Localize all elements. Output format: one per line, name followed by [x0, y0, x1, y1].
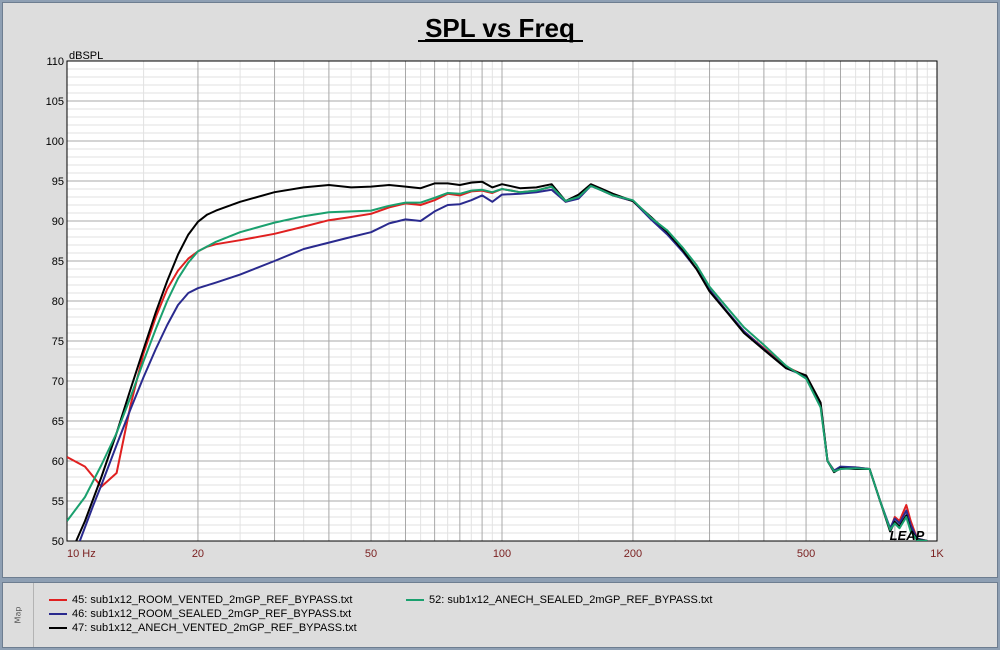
y-tick-label: 95 [52, 176, 64, 188]
legend-swatch [49, 626, 67, 629]
x-tick-label: 100 [493, 548, 511, 560]
y-tick-label: 90 [52, 216, 64, 228]
y-tick-label: 110 [46, 56, 64, 68]
x-tick-label: 10 Hz [67, 548, 96, 560]
x-tick-label: 20 [192, 548, 204, 560]
legend-label: 47: sub1x12_ANECH_VENTED_2mGP_REF_BYPASS… [72, 621, 357, 634]
legend-item[interactable]: 47: sub1x12_ANECH_VENTED_2mGP_REF_BYPASS… [49, 621, 357, 634]
legend-item[interactable]: 45: sub1x12_ROOM_VENTED_2mGP_REF_BYPASS.… [49, 593, 352, 606]
map-strip[interactable]: Map [3, 583, 34, 647]
leap-watermark: LEAP [890, 528, 925, 543]
x-tick-label: 50 [365, 548, 377, 560]
legend-label: 46: sub1x12_ROOM_SEALED_2mGP_REF_BYPASS.… [72, 607, 352, 620]
major-grid [66, 60, 937, 542]
y-tick-label: 80 [52, 296, 64, 308]
chart-title: SPL vs Freq [425, 13, 575, 43]
y-tick-label: 55 [52, 496, 64, 508]
map-label: Map [13, 606, 23, 624]
legend-panel: Map 45: sub1x12_ROOM_VENTED_2mGP_REF_BYP… [2, 582, 998, 648]
legend-item[interactable]: 52: sub1x12_ANECH_SEALED_2mGP_REF_BYPASS… [406, 593, 713, 606]
x-tick-label: 200 [624, 548, 642, 560]
legend-item[interactable]: 46: sub1x12_ROOM_SEALED_2mGP_REF_BYPASS.… [49, 607, 351, 620]
x-tick-label: 1K [930, 548, 944, 560]
y-axis-label: dBSPL [69, 50, 103, 62]
legend-swatch [406, 598, 424, 601]
y-tick-label: 70 [52, 376, 64, 388]
y-tick-label: 75 [52, 336, 64, 348]
legend-swatch [49, 612, 67, 615]
legend-label: 52: sub1x12_ANECH_SEALED_2mGP_REF_BYPASS… [429, 593, 713, 606]
y-tick-label: 85 [52, 256, 64, 268]
y-tick-label: 65 [52, 416, 64, 428]
series-line [78, 184, 928, 541]
legend-label: 45: sub1x12_ROOM_VENTED_2mGP_REF_BYPASS.… [72, 593, 353, 606]
y-tick-label: 50 [52, 536, 64, 548]
series-line [67, 184, 928, 541]
x-tick-label: 500 [797, 548, 815, 560]
x-tick-labels: 10 Hz 20 50 100 200 500 1K [67, 548, 944, 560]
y-tick-labels: 50 55 60 65 70 75 80 85 90 95 100 105 110 [46, 56, 64, 548]
y-tick-label: 100 [46, 136, 64, 148]
y-tick-label: 105 [46, 96, 64, 108]
y-tick-label: 60 [52, 456, 64, 468]
legend-swatch [49, 598, 67, 601]
plot-frame [66, 60, 938, 542]
chart-panel: 50 55 60 65 70 75 80 85 90 95 100 105 110 10 Hz 20 50 1… [2, 2, 998, 578]
series-layer [67, 180, 928, 541]
